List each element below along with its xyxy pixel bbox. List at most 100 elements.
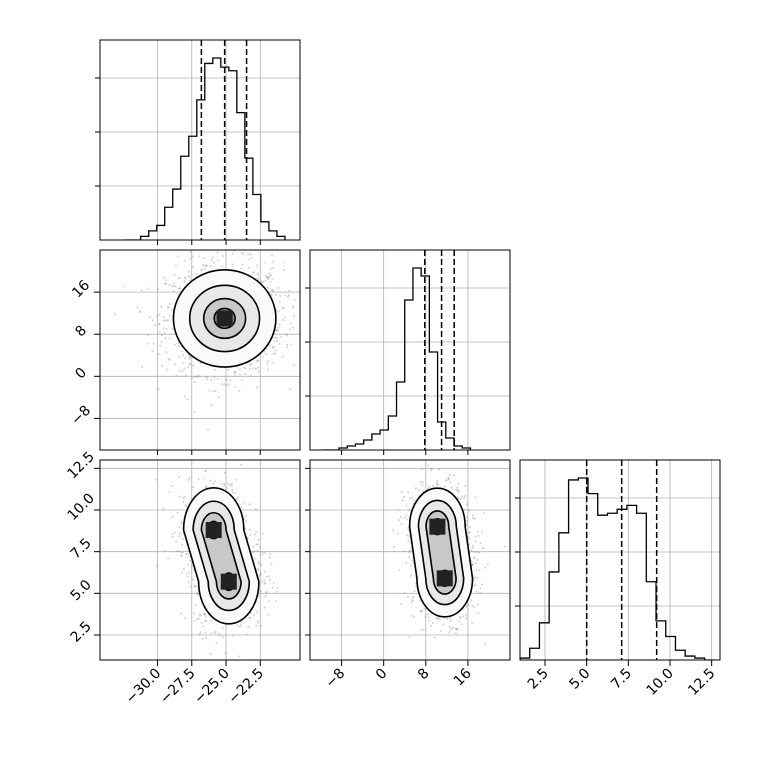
scatter-point xyxy=(179,287,182,290)
scatter-point xyxy=(479,587,482,590)
scatter-point xyxy=(192,578,195,581)
scatter-point xyxy=(412,596,415,598)
scatter-point xyxy=(249,363,252,365)
scatter-point xyxy=(403,591,406,594)
scatter-point xyxy=(474,496,477,499)
scatter-point xyxy=(437,618,440,621)
scatter-point xyxy=(472,514,475,517)
scatter-point xyxy=(168,358,171,361)
scatter-point xyxy=(404,516,406,519)
scatter-point xyxy=(264,582,267,585)
scatter-point xyxy=(183,395,186,398)
scatter-point xyxy=(180,520,183,523)
scatter-point xyxy=(408,635,411,638)
scatter-point xyxy=(414,487,417,490)
scatter-point xyxy=(275,590,278,593)
scatter-point xyxy=(152,342,155,345)
scatter-point xyxy=(459,617,462,620)
scatter-point xyxy=(173,343,176,346)
scatter-point xyxy=(420,610,423,613)
scatter-point xyxy=(268,556,271,559)
scatter-point xyxy=(475,590,478,593)
scatter-point xyxy=(463,496,466,499)
scatter-point xyxy=(156,315,159,317)
scatter-point xyxy=(264,570,266,573)
scatter-point xyxy=(304,325,306,327)
scatter-point xyxy=(281,306,284,309)
scatter-point xyxy=(186,575,189,578)
scatter-point xyxy=(474,562,477,565)
scatter-point xyxy=(263,596,266,599)
scatter-point xyxy=(480,547,483,550)
scatter-point xyxy=(268,578,271,581)
scatter-point xyxy=(427,464,430,467)
scatter-point xyxy=(173,273,176,276)
scatter-point xyxy=(452,474,455,477)
histogram-step-line xyxy=(520,477,715,660)
scatter-point xyxy=(460,495,463,498)
scatter-point xyxy=(188,354,191,357)
scatter-point xyxy=(216,251,219,253)
scatter-point xyxy=(265,353,268,355)
scatter-point xyxy=(242,501,245,504)
scatter-point xyxy=(291,326,294,329)
scatter-point xyxy=(504,545,506,548)
scatter-point xyxy=(257,370,260,373)
scatter-point xyxy=(186,398,189,401)
scatter-point xyxy=(188,476,191,479)
scatter-point xyxy=(411,497,414,499)
scatter-point xyxy=(478,551,481,554)
scatter-point xyxy=(284,294,287,297)
scatter-point xyxy=(197,375,200,378)
scatter-point xyxy=(259,624,262,627)
scatter-point xyxy=(188,275,191,278)
scatter-point xyxy=(264,279,267,282)
scatter-point xyxy=(227,369,230,371)
scatter-point xyxy=(249,374,252,377)
scatter-point xyxy=(199,362,202,365)
scatter-point xyxy=(207,428,209,431)
scatter-point xyxy=(413,616,415,618)
scatter-point xyxy=(463,508,466,511)
scatter-point xyxy=(183,367,186,370)
scatter-point xyxy=(289,388,292,391)
scatter-point xyxy=(188,357,191,360)
scatter-point xyxy=(248,364,251,367)
scatter-point xyxy=(141,365,144,368)
y-tick-label: 0 xyxy=(72,365,90,383)
scatter-point xyxy=(184,504,187,507)
scatter-point xyxy=(448,631,451,634)
scatter-point xyxy=(426,613,429,616)
scatter-point xyxy=(456,628,459,631)
x-tick-label: 7.5 xyxy=(608,666,635,693)
scatter-point xyxy=(193,375,196,378)
scatter-point xyxy=(408,549,411,552)
scatter-point xyxy=(202,625,205,628)
scatter-point xyxy=(235,498,238,501)
scatter-point xyxy=(212,261,215,264)
scatter-point xyxy=(205,636,208,639)
x-tick-label: 12.5 xyxy=(685,666,718,699)
scatter-point xyxy=(426,487,429,490)
scatter-point xyxy=(139,310,142,313)
scatter-point xyxy=(255,367,257,370)
scatter-point xyxy=(304,326,306,328)
scatter-point xyxy=(418,599,421,602)
scatter-point xyxy=(199,614,202,617)
scatter-point xyxy=(257,561,260,564)
scatter-point xyxy=(256,549,259,552)
scatter-point xyxy=(187,366,190,368)
scatter-point xyxy=(467,604,470,607)
scatter-point xyxy=(272,352,275,355)
scatter-panel-x2_x0 xyxy=(99,459,301,661)
scatter-point xyxy=(270,267,273,270)
scatter-point xyxy=(257,621,260,624)
scatter-point xyxy=(471,605,474,607)
scatter-point xyxy=(204,613,207,616)
scatter-point xyxy=(405,514,408,517)
scatter-point xyxy=(265,575,268,578)
scatter-point xyxy=(204,469,206,472)
scatter-point xyxy=(474,576,477,579)
scatter-point xyxy=(484,566,487,569)
scatter-point xyxy=(400,603,403,606)
